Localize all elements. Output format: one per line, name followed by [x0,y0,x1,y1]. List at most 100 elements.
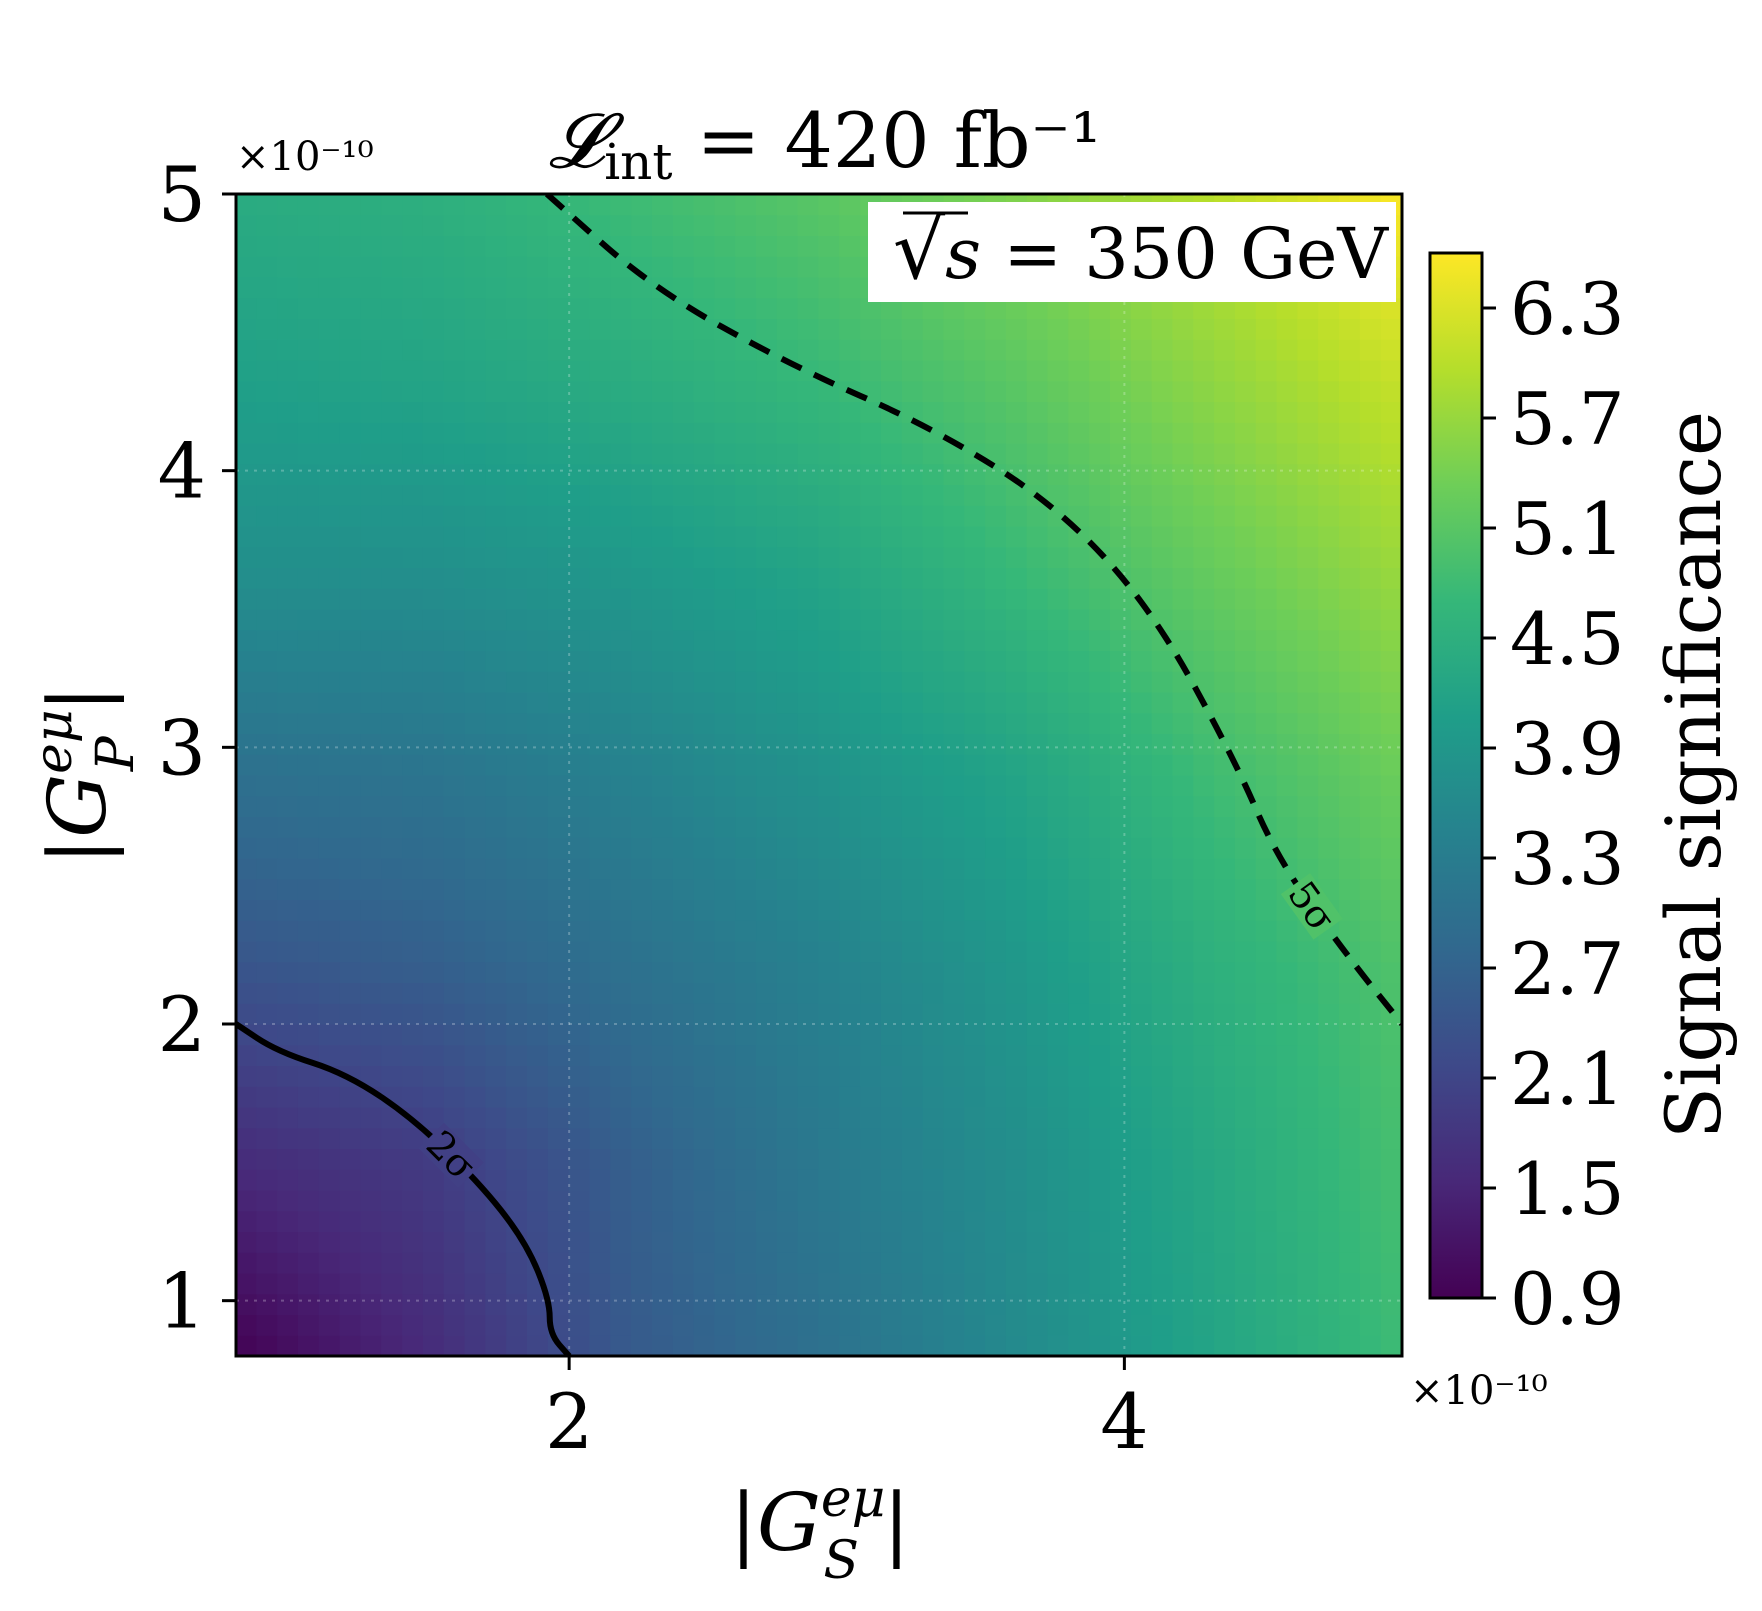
heatmap-cell [735,961,758,983]
heatmap-cell [1005,1189,1028,1212]
heatmap-cell [589,401,612,423]
heatmap-cell [1172,1044,1195,1066]
heatmap-cell [1359,1334,1382,1356]
heatmap-cell [589,1002,612,1025]
heatmap-cell [651,338,674,361]
heatmap-cell [589,629,612,651]
heatmap-cell [1214,1314,1236,1336]
heatmap-cell [735,982,758,1004]
heatmap-cell [1047,1251,1070,1274]
heatmap-cell [651,1065,674,1087]
heatmap-cell [839,194,862,216]
heatmap-cell [360,1314,383,1336]
heatmap-cell [860,650,882,672]
heatmap-cell [1276,442,1299,465]
heatmap-cell [651,1293,674,1315]
heatmap-cell [1234,401,1257,423]
heatmap-cell [1339,1065,1361,1087]
heatmap-cell [443,1044,466,1066]
heatmap-cell [1110,1210,1132,1232]
heatmap-cell [631,235,653,257]
heatmap-cell [422,1065,445,1087]
heatmap-cell [422,836,445,859]
heatmap-cell [1193,919,1216,942]
heatmap-cell [1339,753,1361,776]
heatmap-cell [318,816,341,838]
heatmap-cell [422,1251,445,1274]
heatmap-cell [1380,1148,1402,1170]
heatmap-cell [589,1251,612,1274]
heatmap-cell [589,650,612,672]
heatmap-cell [360,1231,383,1253]
heatmap-cell [1047,836,1070,859]
heatmap-cell [1318,1272,1341,1295]
heatmap-cell [589,525,612,548]
heatmap-cell [1234,1002,1257,1025]
heatmap-cell [1339,1272,1361,1295]
heatmap-cell [527,940,549,963]
heatmap-cell [1130,753,1153,776]
heatmap-cell [443,878,466,900]
heatmap-cell [506,650,528,672]
heatmap-cell [402,795,424,817]
heatmap-cell [693,587,716,610]
heatmap-cell [1068,919,1091,942]
heatmap-cell [797,276,820,299]
heatmap-cell [1255,380,1278,402]
heatmap-cell [610,982,633,1004]
heatmap-cell [839,753,862,776]
heatmap-cell [818,255,841,278]
heatmap-cell [1297,1272,1320,1295]
heatmap-cell [1255,1023,1278,1046]
heatmap-cell [839,940,862,963]
heatmap-cell [1089,816,1111,838]
heatmap-cell [631,691,653,714]
contour-5sigma-line [544,194,1402,1026]
heatmap-cell [1297,1085,1320,1108]
heatmap-cell [547,816,570,838]
heatmap-cell [1089,484,1111,506]
heatmap-cell [360,857,383,880]
heatmap-cell [1255,1189,1278,1212]
heatmap-cell [756,1065,778,1087]
heatmap-cell [1151,733,1174,755]
heatmap-cell [1089,587,1111,610]
heatmap-cell [1068,1189,1091,1212]
heatmap-cell [360,255,383,278]
heatmap-cell [236,1314,258,1336]
heatmap-cell [1005,338,1028,361]
heatmap-cell [1339,1106,1361,1129]
heatmap-cell [381,484,404,506]
heatmap-cell [1089,1210,1111,1232]
heatmap-cell [297,567,320,589]
heatmap-cell [277,982,299,1004]
heatmap-cell [1068,318,1091,340]
heatmap-cell [901,1127,924,1149]
heatmap-cell [1255,1314,1278,1336]
heatmap-cell [256,587,279,610]
heatmap-cell [860,919,882,942]
heatmap-cell [610,1334,633,1356]
heatmap-cell [1047,1023,1070,1046]
heatmap-cell [1255,774,1278,797]
heatmap-cell [381,1314,404,1336]
heatmap-cell [922,297,945,319]
heatmap-cell [1026,919,1049,942]
heatmap-cell [443,670,466,693]
heatmap-cell [818,1314,841,1336]
heatmap-cell [318,567,341,589]
heatmap-cell [735,380,758,402]
heatmap-cell [631,1085,653,1108]
heatmap-cell [1026,733,1049,755]
heatmap-cell [631,940,653,963]
heatmap-cell [880,816,903,838]
heatmap-cell [402,1251,424,1274]
heatmap-cell [756,670,778,693]
heatmap-cell [1005,733,1028,755]
heatmap-cell [631,961,653,983]
heatmap-cell [922,401,945,423]
heatmap-cell [651,712,674,734]
heatmap-cell [506,795,528,817]
heatmap-cell [360,919,383,942]
heatmap-cell [506,380,528,402]
